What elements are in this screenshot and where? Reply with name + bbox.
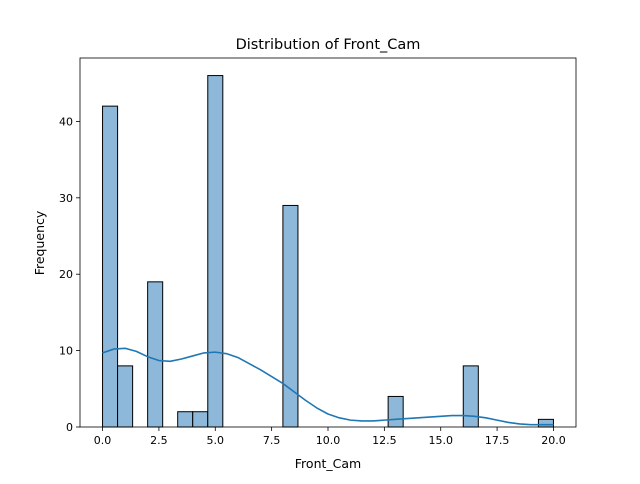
x-tick-label: 10.0 (316, 434, 341, 447)
histogram-bar (117, 365, 134, 428)
x-tick-label: 15.0 (428, 434, 453, 447)
y-tick-label: 20 (59, 268, 73, 281)
y-axis: 0 10 20 30 40 (59, 115, 80, 434)
y-axis-label: Frequency (32, 210, 47, 275)
histogram-bar (102, 105, 119, 428)
histogram-bar (462, 365, 479, 428)
x-tick-label: 5.0 (207, 434, 225, 447)
y-tick-label: 10 (59, 345, 73, 358)
kde-layer (102, 347, 554, 426)
x-tick-label: 2.5 (150, 434, 168, 447)
bars-layer (102, 75, 554, 428)
kde-curve (102, 347, 554, 426)
y-tick-label: 40 (59, 115, 73, 128)
histogram-bar (192, 411, 209, 428)
x-tick-label: 20.0 (541, 434, 566, 447)
histogram-bar (147, 281, 164, 428)
x-tick-label: 12.5 (372, 434, 397, 447)
y-tick-label: 0 (66, 421, 73, 434)
histogram-bar (387, 395, 404, 428)
y-tick-label: 30 (59, 192, 73, 205)
x-axis: 0.0 2.5 5.0 7.5 10.0 12.5 15.0 17.5 20.0 (94, 427, 566, 447)
x-tick-label: 7.5 (263, 434, 281, 447)
histogram-bar (207, 75, 224, 428)
x-tick-label: 0.0 (94, 434, 112, 447)
histogram-bar (177, 411, 194, 428)
histogram-bar (537, 418, 554, 428)
x-tick-label: 17.5 (485, 434, 510, 447)
chart-title: Distribution of Front_Cam (236, 37, 421, 53)
x-axis-label: Front_Cam (295, 456, 361, 471)
